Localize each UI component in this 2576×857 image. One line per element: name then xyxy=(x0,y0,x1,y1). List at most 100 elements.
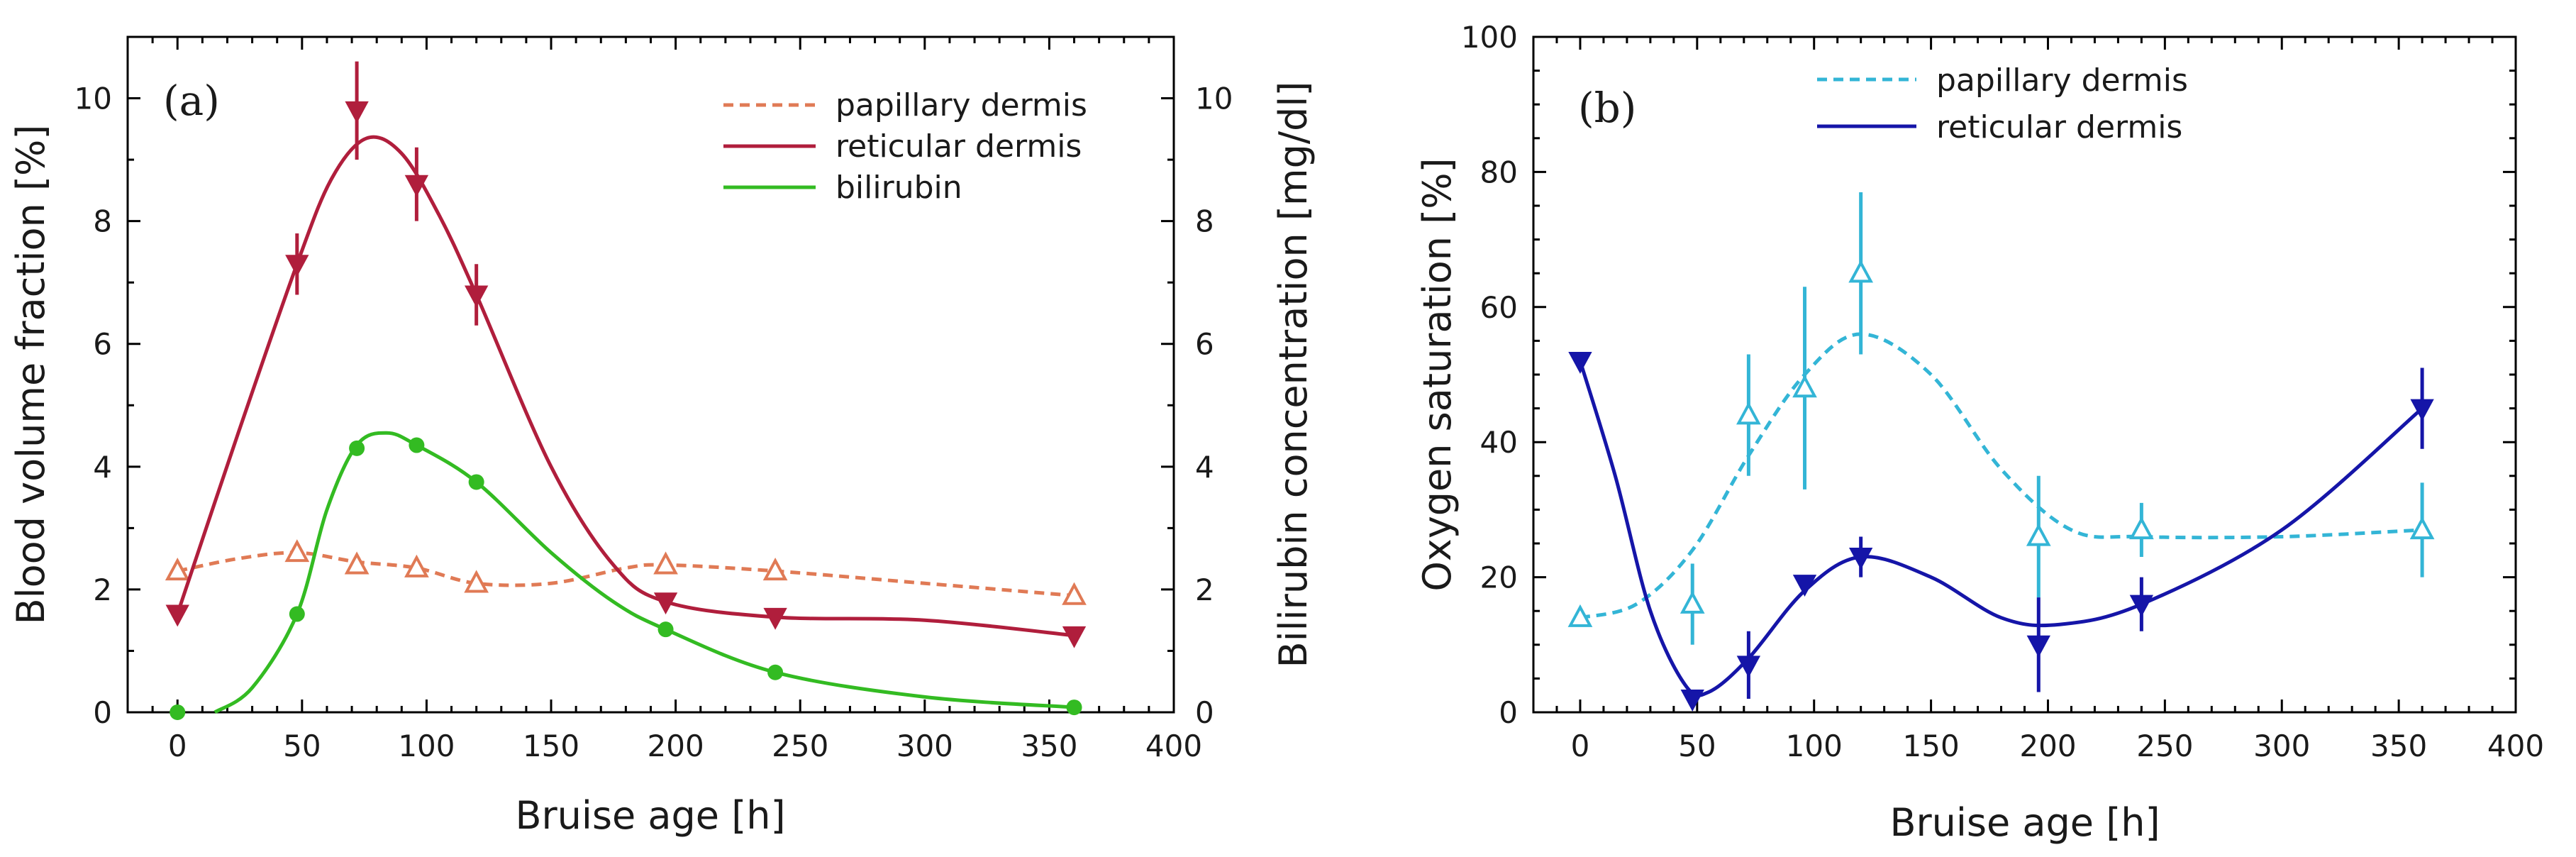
legend-label-bilirubin: bilirubin xyxy=(835,170,962,206)
panel-b-chart: (b) Bruise age [h] Oxygen saturation [%]… xyxy=(1415,20,2544,845)
data-point xyxy=(1567,604,1593,627)
data-point xyxy=(284,539,310,563)
y2-tick-label: 0 xyxy=(1195,695,1214,730)
y-tick-label: 10 xyxy=(74,82,112,116)
panel-a-y-axis-title: Blood volume fraction [%] xyxy=(9,125,53,625)
data-point xyxy=(1792,375,1817,398)
data-point xyxy=(170,704,186,720)
data-point xyxy=(345,101,369,123)
panel-a-label: (a) xyxy=(163,77,220,125)
x-tick-label: 400 xyxy=(2487,729,2544,763)
series-reticular-dermis xyxy=(1568,351,2434,712)
series-curve xyxy=(1578,360,2424,697)
x-tick-label: 350 xyxy=(1021,729,1077,763)
x-tick-label: 0 xyxy=(1571,729,1590,763)
y-tick-label: 6 xyxy=(93,327,112,362)
panel-a-x-axis-title: Bruise age [h] xyxy=(515,793,785,838)
x-tick-label: 100 xyxy=(398,729,455,763)
x-tick-label: 50 xyxy=(1678,729,1716,763)
data-point xyxy=(1680,689,1704,712)
x-tick-label: 150 xyxy=(1903,729,1960,763)
x-tick-label: 250 xyxy=(2136,729,2193,763)
data-point xyxy=(2410,399,2434,421)
series-reticular-dermis xyxy=(165,61,1087,648)
data-point xyxy=(468,474,484,490)
y2-tick-label: 10 xyxy=(1195,82,1233,116)
data-point xyxy=(349,440,365,456)
x-tick-label: 300 xyxy=(2253,729,2310,763)
y-tick-label: 8 xyxy=(93,204,112,239)
data-point xyxy=(2129,595,2154,617)
series-papillary-dermis xyxy=(165,539,1087,605)
data-point xyxy=(1848,548,1873,570)
data-point xyxy=(2026,635,2050,658)
data-point xyxy=(464,285,489,308)
data-point xyxy=(165,558,190,581)
x-tick-label: 100 xyxy=(1786,729,1843,763)
x-tick-label: 300 xyxy=(896,729,953,763)
data-point xyxy=(1736,402,1761,425)
data-point xyxy=(657,621,674,638)
data-point xyxy=(1848,260,1874,283)
x-tick-label: 350 xyxy=(2370,729,2427,763)
y-tick-label: 100 xyxy=(1461,20,1518,55)
y-tick-label: 40 xyxy=(1480,425,1518,460)
data-point xyxy=(404,554,429,577)
panel-b-legend: papillary dermis reticular dermis xyxy=(1817,62,2188,145)
series-papillary-dermis xyxy=(1567,192,2435,645)
data-point xyxy=(1568,351,1592,374)
panel-b-y-axis-title: Oxygen saturation [%] xyxy=(1415,157,1460,591)
x-tick-label: 400 xyxy=(1145,729,1202,763)
y-tick-label: 0 xyxy=(93,695,112,730)
data-point xyxy=(464,570,489,593)
data-point xyxy=(653,592,678,615)
data-point xyxy=(2129,516,2154,540)
panel-b-label: (b) xyxy=(1578,84,1636,132)
y-tick-label: 2 xyxy=(93,573,112,607)
x-tick-label: 50 xyxy=(283,729,321,763)
series-bilirubin xyxy=(170,431,1082,720)
panel-a-y2-axis-title: Bilirubin concentration [mg/dl] xyxy=(1271,82,1316,668)
y2-tick-label: 6 xyxy=(1195,327,1214,362)
y2-tick-label: 4 xyxy=(1195,450,1214,485)
y-tick-label: 0 xyxy=(1499,695,1518,730)
data-point xyxy=(165,604,189,627)
legend-label-papillary-dermis: papillary dermis xyxy=(835,87,1087,123)
panel-b-x-axis-title: Bruise age [h] xyxy=(1889,800,2160,845)
x-tick-label: 150 xyxy=(523,729,579,763)
data-point xyxy=(1680,590,1705,614)
x-tick-label: 250 xyxy=(772,729,828,763)
x-tick-label: 0 xyxy=(168,729,187,763)
x-tick-label: 200 xyxy=(648,729,704,763)
x-tick-label: 200 xyxy=(2019,729,2076,763)
legend-label-papillary-dermis: papillary dermis xyxy=(1936,62,2188,99)
data-point xyxy=(767,664,784,680)
data-point xyxy=(1062,626,1087,648)
y-tick-label: 60 xyxy=(1480,290,1518,325)
data-point xyxy=(762,558,788,581)
y2-tick-label: 2 xyxy=(1195,573,1214,607)
data-point xyxy=(1066,700,1082,716)
data-point xyxy=(1062,582,1087,605)
data-point xyxy=(1736,656,1761,678)
legend-label-reticular-dermis: reticular dermis xyxy=(835,128,1082,165)
y-tick-label: 80 xyxy=(1480,155,1518,189)
data-point xyxy=(404,175,429,197)
legend-label-reticular-dermis: reticular dermis xyxy=(1936,109,2182,145)
data-point xyxy=(285,255,309,277)
data-point xyxy=(2026,523,2051,546)
data-point xyxy=(1792,575,1817,597)
series-curve xyxy=(1580,332,2423,620)
y-tick-label: 4 xyxy=(93,450,112,485)
panel-a-legend: papillary dermis reticular dermis biliru… xyxy=(723,87,1087,206)
data-point xyxy=(289,606,305,622)
panel-a-chart: (a) Bruise age [h] Blood volume fraction… xyxy=(9,35,1316,838)
series-curve xyxy=(213,431,1075,714)
data-point xyxy=(2409,516,2435,540)
y2-tick-label: 8 xyxy=(1195,204,1214,239)
y-tick-label: 20 xyxy=(1480,560,1518,595)
data-point xyxy=(344,551,370,575)
data-point xyxy=(409,437,425,453)
data-point xyxy=(763,607,787,630)
